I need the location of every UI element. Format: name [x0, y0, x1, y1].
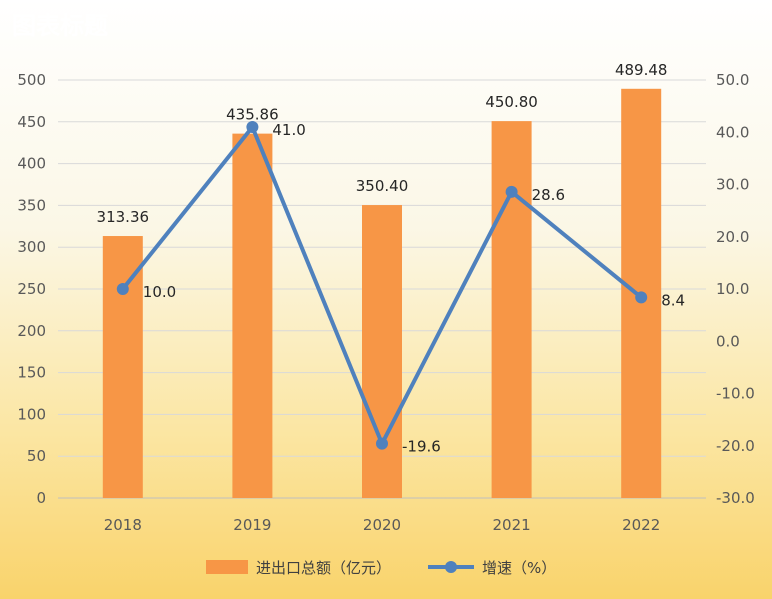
left-tick-label: 200	[17, 322, 46, 340]
legend-label-line: 增速（%）	[482, 559, 556, 577]
left-tick-label: 350	[17, 196, 46, 214]
right-tick-label: 0.0	[716, 332, 740, 350]
line-data-label: 28.6	[532, 186, 565, 204]
bar	[232, 133, 273, 498]
left-tick-label: 250	[17, 280, 46, 298]
bar-data-label: 350.40	[356, 177, 409, 195]
right-tick-label: 10.0	[716, 280, 749, 298]
left-tick-label: 100	[17, 405, 46, 423]
x-tick-label: 2022	[622, 516, 660, 534]
line-point	[246, 121, 259, 134]
chart-title: 图表标题	[12, 12, 108, 40]
left-axis-ticks: 0 50 100 150 200 250 300 350 400 450 500	[17, 71, 46, 507]
bar-data-label: 450.80	[485, 93, 538, 111]
left-tick-label: 400	[17, 155, 46, 173]
right-tick-label: -30.0	[716, 489, 755, 507]
legend-marker-line	[445, 561, 457, 573]
line-data-label: 8.4	[661, 291, 685, 309]
bar-data-label: 313.36	[97, 208, 150, 226]
right-tick-label: -10.0	[716, 385, 755, 403]
x-tick-label: 2019	[233, 516, 271, 534]
left-tick-label: 0	[36, 489, 46, 507]
left-tick-label: 300	[17, 238, 46, 256]
right-axis-ticks: -30.0 -20.0 -10.0 0.0 10.0 20.0 30.0 40.0 50.0	[716, 71, 755, 507]
left-tick-label: 450	[17, 113, 46, 131]
bar-data-label: 435.86	[226, 106, 279, 124]
right-tick-label: 20.0	[716, 228, 749, 246]
x-tick-label: 2021	[493, 516, 531, 534]
x-axis-ticks: 2018 2019 2020 2021 2022	[104, 516, 661, 534]
bar-data-label: 489.48	[615, 61, 668, 79]
legend-swatch-bar	[206, 560, 248, 574]
line-point	[376, 437, 388, 450]
x-tick-label: 2020	[363, 516, 401, 534]
line-data-label: 41.0	[272, 121, 305, 139]
legend-label-bar: 进出口总额（亿元）	[256, 559, 391, 577]
line-data-label: 10.0	[143, 283, 176, 301]
left-tick-label: 150	[17, 364, 46, 382]
right-tick-label: 50.0	[716, 71, 749, 89]
bar	[102, 236, 143, 498]
legend: 进出口总额（亿元） 增速（%）	[206, 559, 556, 577]
line-data-label: -19.6	[402, 438, 441, 456]
line-point	[505, 185, 518, 198]
bar	[491, 121, 532, 499]
line-point	[635, 291, 648, 304]
right-tick-label: 30.0	[716, 176, 749, 194]
left-tick-label: 50	[27, 447, 46, 465]
left-tick-label: 500	[17, 71, 46, 89]
line-series: 10.0 41.0 -19.6 28.6 8.4	[116, 121, 685, 456]
line-point	[116, 283, 129, 295]
bar	[362, 205, 402, 498]
bar-series: 313.36 435.86 350.40 450.80 489.48	[97, 61, 668, 499]
x-tick-label: 2018	[104, 516, 142, 534]
right-tick-label: 40.0	[716, 123, 749, 141]
right-tick-label: -20.0	[716, 437, 755, 455]
